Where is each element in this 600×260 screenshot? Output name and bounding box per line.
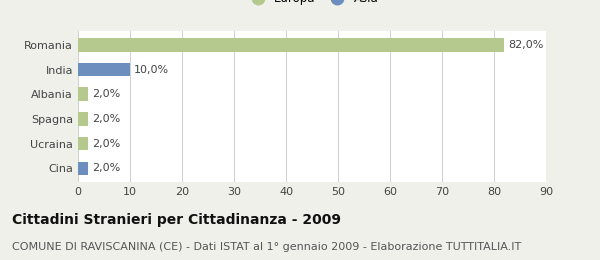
- Bar: [78, 112, 88, 126]
- Text: Cittadini Stranieri per Cittadinanza - 2009: Cittadini Stranieri per Cittadinanza - 2…: [12, 213, 341, 227]
- Text: 82,0%: 82,0%: [509, 40, 544, 50]
- Text: 2,0%: 2,0%: [92, 139, 121, 149]
- Bar: [78, 63, 130, 76]
- Legend: Europa, Asia: Europa, Asia: [246, 0, 378, 5]
- Bar: [78, 38, 505, 52]
- Text: COMUNE DI RAVISCANINA (CE) - Dati ISTAT al 1° gennaio 2009 - Elaborazione TUTTIT: COMUNE DI RAVISCANINA (CE) - Dati ISTAT …: [12, 242, 521, 252]
- Bar: [78, 161, 88, 175]
- Text: 2,0%: 2,0%: [92, 89, 121, 99]
- Text: 10,0%: 10,0%: [134, 64, 169, 75]
- Text: 2,0%: 2,0%: [92, 114, 121, 124]
- Text: 2,0%: 2,0%: [92, 163, 121, 173]
- Bar: [78, 137, 88, 151]
- Bar: [78, 87, 88, 101]
